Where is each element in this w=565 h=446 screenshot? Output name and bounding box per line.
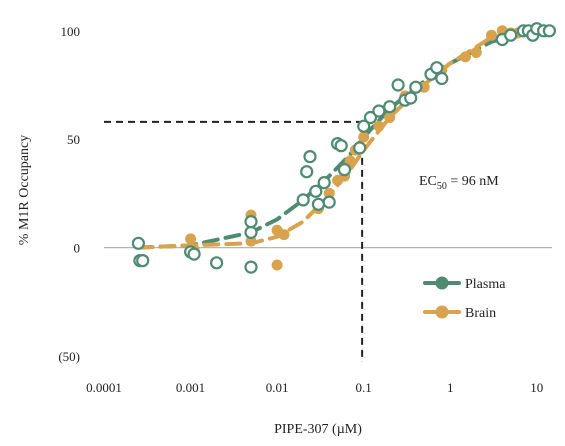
xtick-label: 0.01	[266, 380, 289, 395]
data-points	[131, 22, 557, 274]
point-brain	[459, 51, 471, 63]
point-plasma	[244, 215, 258, 229]
fit-curve-plasma	[136, 28, 552, 250]
point-brain	[358, 131, 370, 143]
point-plasma	[131, 236, 145, 250]
point-brain	[384, 112, 396, 123]
point-plasma	[187, 247, 201, 261]
xtick-label: 10	[530, 380, 543, 395]
ec50-subscript: 50	[437, 181, 447, 192]
point-brain	[344, 155, 356, 167]
xtick-label: 0.0001	[86, 380, 122, 395]
point-plasma	[504, 28, 518, 42]
fit-curve-brain	[136, 28, 552, 250]
legend-item-brain: Brain	[423, 305, 496, 321]
ytick-label: 100	[61, 24, 81, 39]
ytick-label: (50)	[58, 349, 80, 364]
point-plasma	[353, 141, 367, 155]
point-plasma	[296, 193, 310, 207]
point-brain	[470, 47, 482, 58]
legend-label-plasma: Plasma	[465, 277, 506, 292]
point-plasma	[337, 163, 352, 177]
ytick-labels: 100 50 0 (50)	[58, 24, 80, 364]
ec50-prefix: EC	[419, 174, 437, 189]
point-plasma	[136, 254, 150, 268]
xtick-label: 0.001	[176, 380, 205, 395]
point-plasma	[357, 119, 371, 133]
point-plasma	[409, 80, 423, 94]
point-plasma	[383, 100, 397, 114]
point-plasma	[542, 24, 557, 38]
point-plasma	[391, 78, 405, 92]
x-axis-title: PIPE-307 (µM)	[274, 422, 362, 437]
point-plasma	[311, 197, 325, 211]
point-brain	[271, 259, 283, 271]
y-axis-title: % M1R Occupancy	[17, 135, 32, 245]
point-plasma	[303, 150, 317, 164]
point-plasma	[430, 61, 444, 75]
point-plasma	[300, 165, 314, 179]
ec50-guides	[104, 120, 364, 362]
point-plasma	[244, 225, 258, 239]
point-brain	[185, 233, 197, 245]
point-plasma	[363, 110, 378, 125]
point-plasma	[309, 184, 323, 198]
ytick-label: 0	[74, 241, 81, 256]
point-plasma	[435, 71, 449, 86]
legend-label-brain: Brain	[465, 306, 496, 321]
point-plasma	[334, 139, 348, 153]
point-plasma	[244, 260, 258, 274]
ytick-label: 50	[67, 132, 80, 147]
xtick-label: 1	[447, 380, 454, 395]
legend-swatch-marker-brain	[435, 305, 449, 319]
ec50-suffix: = 96 nM	[447, 174, 499, 189]
point-brain	[373, 120, 385, 132]
point-brain	[486, 29, 497, 41]
legend-swatch-marker-plasma	[435, 276, 449, 290]
point-brain	[278, 229, 290, 241]
fit-curves	[136, 28, 552, 250]
point-plasma	[317, 176, 331, 190]
point-plasma	[322, 195, 336, 209]
point-plasma	[404, 91, 418, 105]
legend: Plasma Brain	[423, 276, 506, 321]
xtick-labels: 0.0001 0.001 0.01 0.1 1 10	[86, 380, 543, 395]
point-plasma	[210, 256, 224, 270]
ec50-annotation: EC50 = 96 nM	[419, 174, 499, 192]
legend-item-plasma: Plasma	[423, 276, 506, 292]
point-plasma	[372, 104, 386, 118]
xtick-label: 0.1	[356, 380, 372, 395]
